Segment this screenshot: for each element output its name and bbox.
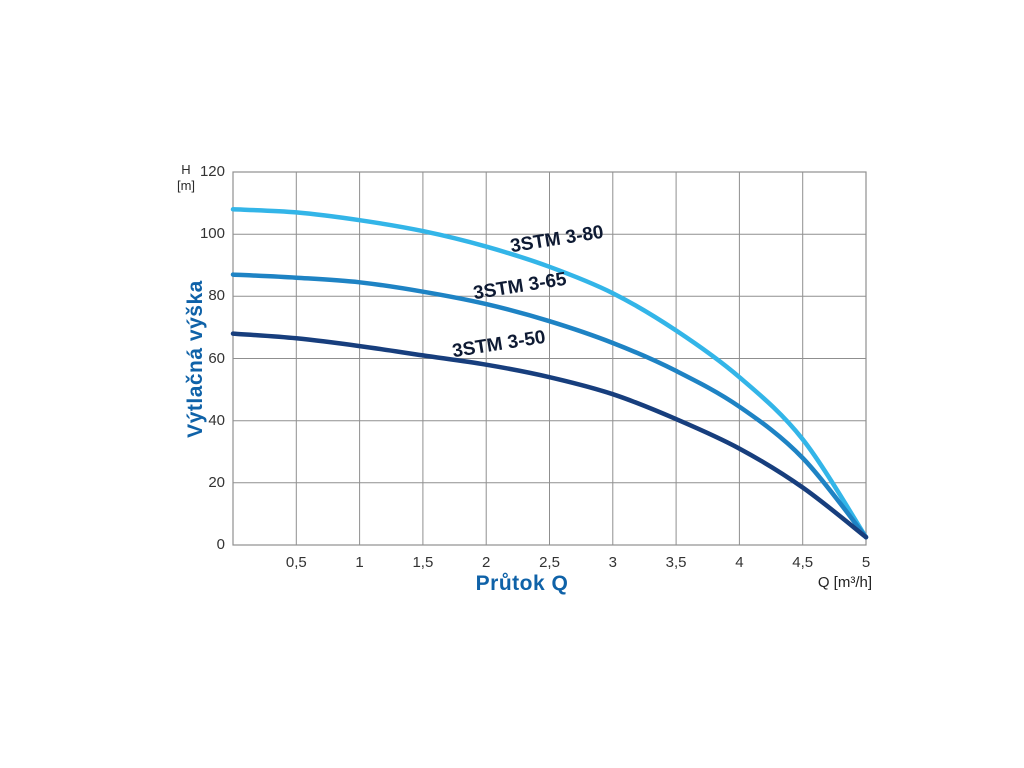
y-tick-label: 80	[208, 287, 225, 305]
y-tick-label: 20	[208, 473, 225, 491]
x-axis-title: Průtok Q	[475, 572, 569, 595]
y-axis-unit-line-2: [m]	[176, 178, 196, 193]
x-tick-label: 4	[735, 554, 744, 571]
x-tick-label: 0,5	[285, 554, 307, 571]
x-axis-unit-label: Q [m³/h]	[817, 574, 872, 591]
x-tick-label: 2,5	[539, 554, 560, 571]
x-tick-label: 3,5	[665, 554, 687, 571]
y-tick-label: 120	[199, 163, 225, 180]
x-tick-label: 3	[608, 554, 617, 571]
y-tick-label: 100	[199, 225, 225, 243]
y-tick-label: 0	[216, 536, 225, 553]
curve-3stm-3-80	[230, 207, 869, 540]
x-tick-label: 1,5	[412, 554, 434, 571]
curve-3stm-3-65	[230, 272, 869, 540]
curve-3stm-3-50	[230, 331, 869, 540]
y-tick-label: 40	[208, 411, 225, 429]
x-tick-label: 4,5	[792, 554, 814, 571]
plot-border	[232, 171, 867, 546]
y-axis-unit-label: H [m]	[168, 162, 204, 194]
y-tick-label: 60	[208, 349, 225, 367]
x-tick-label: 2	[482, 554, 491, 571]
x-tick-label: 1	[355, 554, 364, 571]
y-axis-unit-line-1: H	[181, 162, 191, 177]
x-tick-label: 5	[861, 554, 871, 571]
